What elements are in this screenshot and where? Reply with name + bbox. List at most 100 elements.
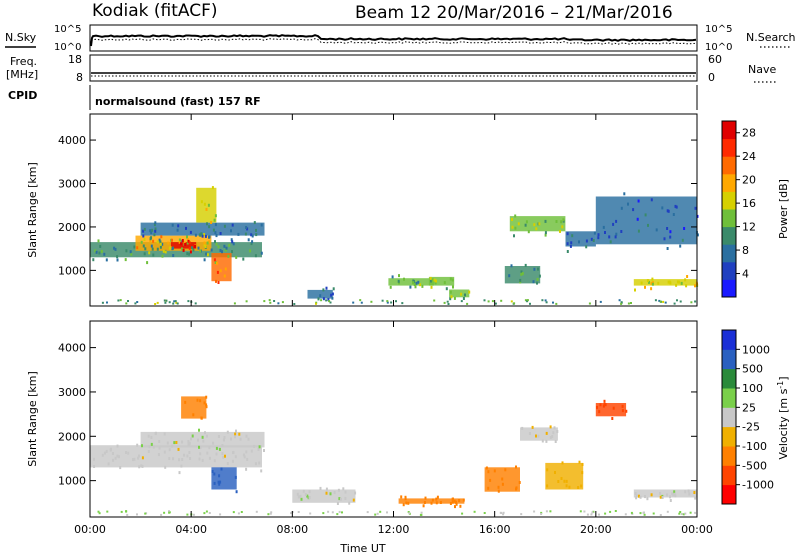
near-range-speckle — [176, 302, 179, 305]
speckle — [422, 504, 425, 508]
speckle — [597, 236, 600, 240]
speckle — [228, 243, 231, 247]
speckle — [635, 494, 638, 498]
speckle — [223, 436, 226, 439]
speckle — [222, 438, 225, 442]
near-range-speckle — [293, 303, 296, 305]
near-range-speckle — [614, 510, 617, 512]
speckle — [130, 252, 133, 256]
speckle — [487, 486, 490, 490]
speckle — [544, 231, 547, 235]
speckle — [216, 270, 219, 274]
speckle — [137, 456, 140, 460]
speckle — [400, 495, 403, 499]
near-range-speckle — [618, 299, 621, 302]
speckle — [462, 498, 465, 502]
speckle — [431, 498, 434, 502]
speckle — [557, 480, 560, 483]
near-range-speckle — [540, 511, 543, 514]
speckle — [537, 267, 539, 271]
speckle — [103, 252, 106, 256]
speckle — [253, 444, 256, 448]
speckle — [198, 233, 201, 237]
colorbar-tick-label: 12 — [742, 221, 756, 234]
near-range-speckle — [165, 299, 168, 302]
speckle — [339, 497, 342, 501]
near-range-speckle — [320, 299, 323, 302]
near-range-speckle — [168, 301, 171, 304]
near-range-speckle — [659, 514, 662, 516]
speckle — [435, 501, 438, 505]
speckle — [504, 468, 507, 472]
colorbar-swatch — [722, 388, 736, 408]
speckle — [521, 426, 524, 430]
speckle — [489, 478, 492, 482]
speckle — [520, 272, 523, 276]
speckle — [666, 247, 669, 250]
near-range-speckle — [281, 301, 284, 304]
speckle — [569, 244, 572, 248]
speckle — [180, 464, 183, 468]
speckle — [508, 274, 511, 278]
speckle — [234, 435, 236, 439]
speckle — [160, 235, 163, 239]
speckle — [455, 500, 457, 504]
near-range-speckle — [245, 300, 248, 303]
speckle — [565, 479, 568, 483]
speckle — [224, 267, 227, 271]
speckle — [141, 464, 144, 468]
speckle — [191, 434, 194, 438]
speckle — [566, 232, 569, 236]
speckle — [149, 239, 152, 243]
speckle — [141, 444, 143, 448]
near-range-speckle — [376, 512, 379, 515]
speckle — [338, 497, 341, 501]
near-range-speckle — [483, 299, 486, 302]
time-axis-label: Time UT — [339, 542, 385, 554]
near-range-speckle — [624, 513, 627, 516]
near-range-speckle — [520, 513, 523, 516]
speckle — [154, 229, 157, 233]
speckle — [389, 285, 392, 289]
near-range-speckle — [219, 513, 222, 516]
speckle — [220, 467, 223, 471]
speckle — [158, 446, 161, 450]
speckle — [214, 231, 217, 235]
power-x-ticks — [89, 114, 698, 306]
speckle — [551, 435, 554, 439]
speckle — [319, 294, 322, 298]
near-range-speckle — [552, 301, 554, 304]
speckle — [205, 395, 208, 399]
speckle — [125, 249, 128, 253]
speckle — [603, 399, 606, 403]
near-range-speckle — [164, 301, 167, 304]
speckle — [297, 495, 300, 499]
speckle — [497, 485, 500, 489]
speckle — [100, 249, 103, 253]
speckle — [172, 457, 175, 461]
speckle — [208, 235, 211, 239]
speckle — [487, 470, 490, 474]
speckle — [263, 449, 265, 452]
near-range-speckle — [325, 299, 328, 302]
speckle — [599, 403, 602, 407]
speckle — [336, 502, 339, 505]
speckle — [188, 246, 191, 250]
near-range-speckle — [136, 301, 139, 303]
speckle — [178, 238, 181, 242]
near-range-speckle — [673, 302, 676, 305]
near-range-speckle — [544, 299, 547, 302]
speckle — [217, 480, 220, 484]
colorbar-tick-label: 24 — [742, 150, 756, 163]
speckle — [620, 206, 623, 210]
speckle — [156, 240, 159, 244]
speckle — [191, 246, 193, 250]
speckle — [404, 495, 407, 499]
speckle — [232, 451, 235, 455]
speckle — [136, 443, 139, 447]
speckle — [412, 281, 415, 285]
speckle — [329, 492, 332, 496]
power-data-layer — [90, 187, 697, 299]
near-range-speckle — [500, 299, 503, 302]
speckle — [111, 452, 114, 455]
